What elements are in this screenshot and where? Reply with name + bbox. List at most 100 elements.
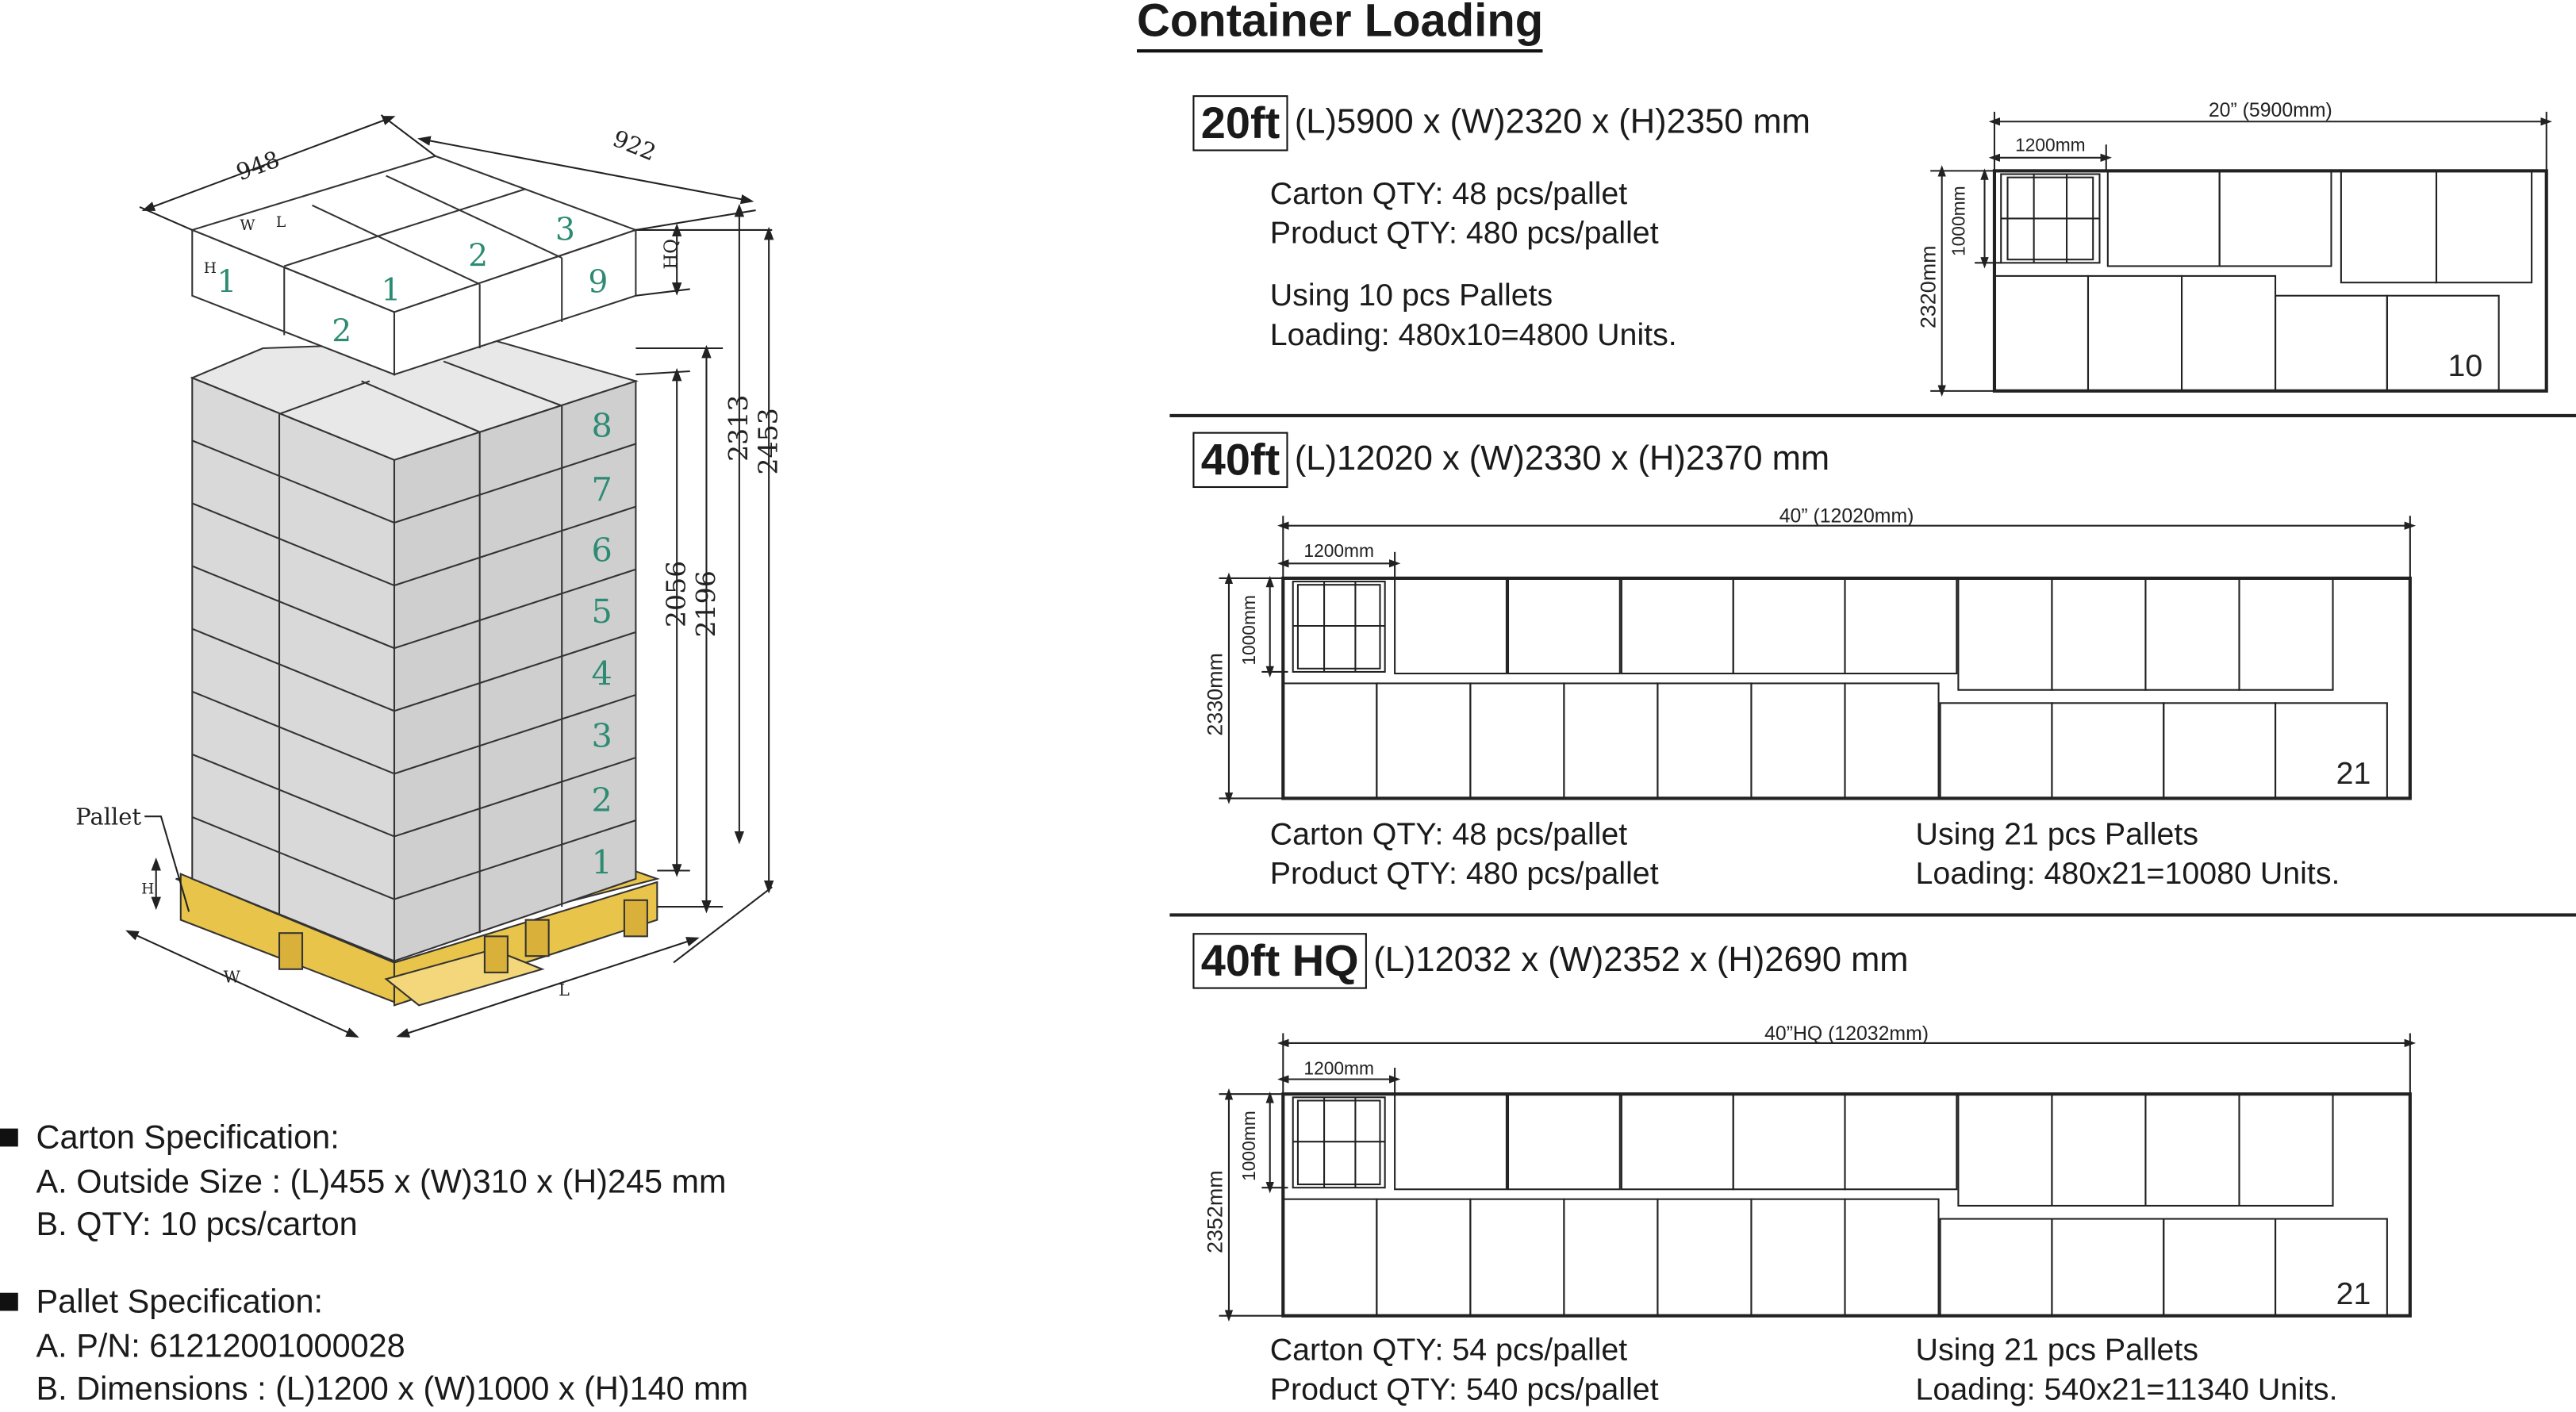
loading-total: Loading: 540x21=11340 Units.: [1915, 1373, 2338, 1408]
height-dim-labels: 2056 2196 2313 2453: [661, 395, 784, 638]
top-layer-numbers: 1 2 1 2 3 9: [217, 211, 608, 349]
container-20ft-diagram: [1930, 111, 2552, 397]
container-40ft-diagram: [1219, 516, 2417, 804]
carton-row-line: [394, 443, 636, 524]
container-40ft-badge: 40ft: [1192, 432, 1288, 489]
inner-width-label: 2330mm: [1204, 653, 1227, 736]
layer-number: 6: [591, 531, 612, 570]
inner-width-label: 2320mm: [1916, 245, 1940, 328]
pallet-slot: [2275, 1218, 2388, 1317]
dim-top-length: 948: [232, 145, 283, 186]
pallet-w-letter: W: [224, 967, 241, 986]
top-layer: [190, 155, 639, 376]
pallet-slot: [1939, 1218, 2053, 1317]
carton-specification: Carton Specification: A. Outside Size : …: [0, 1117, 727, 1248]
pallet-slot: [1282, 1198, 1378, 1317]
container-40fthq-qty: Carton QTY: 54 pcs/pallet Product QTY: 5…: [1270, 1332, 1659, 1410]
top-number: 9: [588, 264, 608, 301]
height-dimensions: [635, 203, 774, 964]
dim-2056: 2056: [661, 561, 692, 627]
pallet-slot: [2051, 702, 2165, 800]
diagram-length-label: 40”HQ (12032mm): [1764, 1023, 1929, 1045]
pallet-slot: [2051, 1093, 2147, 1207]
container-40ft-dims: (L)12020 x (W)2330 x (H)2370 mm: [1294, 439, 1830, 478]
pallet-slot: [1732, 577, 1846, 675]
container-40fthq-diagram: [1219, 1033, 2417, 1322]
container-40ft-loading: Using 21 pcs Pallets Loading: 480x21=100…: [1916, 816, 2340, 895]
dim-hq: HQ: [661, 239, 681, 270]
pallet-count: Using 21 pcs Pallets: [1915, 1333, 2199, 1368]
pallet-slot: [1657, 1198, 1753, 1317]
layer-number: 7: [591, 471, 612, 509]
pallet-total-count: 21: [2336, 756, 2371, 791]
container-40fthq-loading: Using 21 pcs Pallets Loading: 540x21=113…: [1916, 1332, 2338, 1410]
carton-spec-size: A. Outside Size : (L)455 x (W)310 x (H)2…: [36, 1164, 727, 1200]
dim-top-width: 922: [609, 125, 660, 166]
container-40ft-pallets: [1282, 577, 2388, 800]
pallet-slot: [1394, 577, 1507, 675]
carton-row-line: [394, 568, 636, 650]
pallet-slot: [1750, 1198, 1846, 1317]
pallet-slot: [2238, 1093, 2334, 1207]
pallet-label: Pallet: [75, 804, 141, 831]
container-20ft-badge: 20ft: [1192, 95, 1288, 152]
carton-row-line: [394, 819, 636, 900]
carton-row-line: [191, 627, 395, 712]
product-qty: Product QTY: 540 pcs/pallet: [1269, 1373, 1659, 1408]
carton-row-line: [191, 565, 395, 650]
carton-row-line: [191, 816, 395, 900]
inner-width-label: 2352mm: [1204, 1170, 1227, 1253]
pallet-slot: [2163, 702, 2277, 800]
pallet-l-letter: L: [559, 980, 570, 1000]
pallet-slot: [1282, 682, 1378, 800]
pallet-width-label: 1000mm: [1238, 595, 1259, 666]
pallet-slot: [1376, 1198, 1472, 1317]
pallet-slot: [1563, 1198, 1659, 1317]
diagram-length-label: 20” (5900mm): [2209, 100, 2332, 121]
pallet-slot: [2275, 702, 2388, 800]
carton-row-line: [394, 505, 636, 587]
pallet-slot: [1844, 682, 1940, 800]
pallet-slot: [2163, 1218, 2277, 1317]
pallet-slot: [1657, 682, 1753, 800]
carton-spec-qty: B. QTY: 10 pcs/carton: [36, 1207, 358, 1244]
pallet-slot: [2144, 577, 2240, 691]
pallet-width-label: 1000mm: [1948, 186, 1969, 256]
pallet-slot: [1563, 682, 1659, 800]
pallet-slot: [1750, 682, 1846, 800]
pallet-spec-dims: B. Dimensions : (L)1200 x (W)1000 x (H)1…: [36, 1372, 749, 1408]
pallet-count: Using 21 pcs Pallets: [1915, 818, 2199, 853]
pallet-total-count: 21: [2336, 1276, 2371, 1311]
top-number: 3: [555, 211, 575, 247]
pallet-slot: [1507, 577, 1621, 675]
pallet-length-label: 1200mm: [1303, 540, 1374, 561]
container-40ft-header: 40ft (L)12020 x (W)2330 x (H)2370 mm: [1192, 432, 1830, 489]
top-number: 1: [217, 264, 236, 301]
pallet-drawing: 1 2 3 4 5 6 7 8 1 2 1 2 3 9 H W L: [75, 114, 784, 1038]
carton-stack: [190, 339, 639, 962]
top-number: 2: [332, 313, 351, 350]
layer-number: 3: [591, 717, 612, 755]
carton-layer-lines: [191, 439, 636, 900]
pallet-total-count: 10: [2447, 348, 2482, 383]
layer-number: 5: [591, 593, 612, 631]
pallet-slot: [1620, 577, 1734, 675]
layer-number: 4: [591, 655, 612, 693]
top-number: 2: [468, 237, 488, 274]
pallet-dimensions: [125, 815, 700, 1038]
container-40ft-qty: Carton QTY: 48 pcs/pallet Product QTY: 4…: [1270, 816, 1659, 895]
loading-total: Loading: 480x10=4800 Units.: [1269, 318, 1677, 354]
product-qty: Product QTY: 480 pcs/pallet: [1269, 857, 1659, 892]
pallet-slot: [1507, 1093, 1621, 1191]
carton-qty: Carton QTY: 48 pcs/pallet: [1269, 818, 1628, 853]
pallet-slot: [1844, 1198, 1940, 1317]
pallet-h-letter: H: [141, 881, 154, 898]
carton-spec-title: Carton Specification:: [36, 1120, 340, 1157]
layer-numbers: 1 2 3 4 5 6 7 8: [591, 407, 612, 882]
carton-w-letter: W: [240, 217, 255, 234]
carton-row-line: [394, 693, 636, 775]
product-qty: Product QTY: 480 pcs/pallet: [1269, 217, 1659, 251]
pallet-spec-title: Pallet Specification:: [36, 1284, 324, 1321]
carton-h-letter: H: [204, 260, 217, 277]
pallet-count: Using 10 pcs Pallets: [1269, 279, 1553, 314]
